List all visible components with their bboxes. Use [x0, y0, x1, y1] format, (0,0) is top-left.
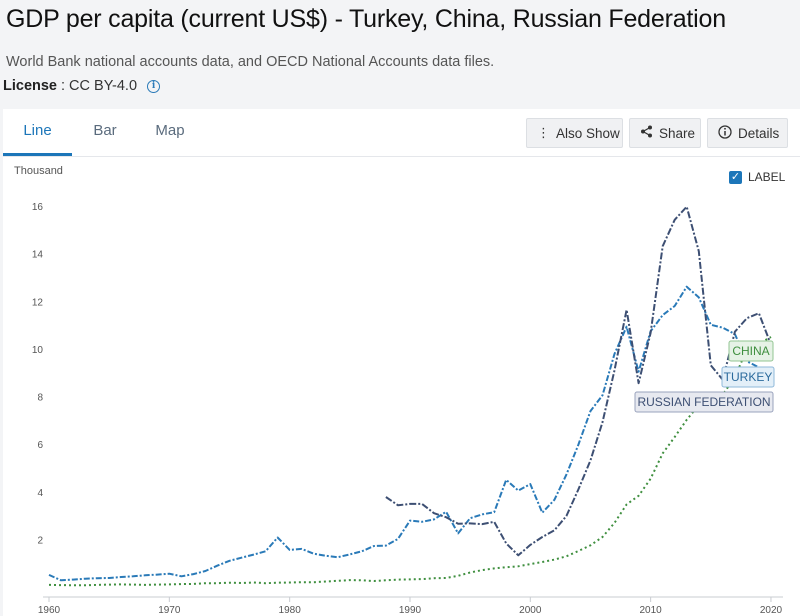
x-tick-label: 2020: [760, 605, 783, 616]
page-subtitle: World Bank national accounts data, and O…: [6, 54, 495, 70]
details-button[interactable]: Details: [707, 118, 788, 148]
y-unit-label: Thousand: [14, 165, 63, 177]
x-tick-label: 2010: [640, 605, 663, 616]
license-line: License : CC BY-4.0 i: [3, 78, 161, 94]
license-value: : CC BY-4.0: [61, 78, 138, 94]
y-tick-label: 10: [32, 345, 44, 356]
series-line-china: [48, 336, 772, 587]
x-tick-label: 1960: [38, 605, 61, 616]
tab-bar: Line Bar Map ⋮ Also Show Share Details: [3, 109, 800, 157]
series-line-russia: [385, 205, 772, 557]
share-label: Share: [659, 125, 696, 141]
y-tick-label: 14: [32, 250, 44, 261]
x-tick-label: 1970: [158, 605, 181, 616]
y-tick-label: 6: [37, 440, 43, 451]
checkbox-checked-icon[interactable]: ✓: [729, 170, 742, 184]
x-tick-label: 1990: [399, 605, 422, 616]
series-tag-box-china: [728, 340, 774, 362]
tab-map[interactable]: Map: [155, 122, 185, 139]
tab-bar-chart[interactable]: Bar: [93, 122, 117, 139]
share-button[interactable]: Share: [629, 118, 701, 148]
x-tick-label: 1980: [279, 605, 302, 616]
y-tick-label: 2: [37, 535, 43, 546]
series-tag-box-russia: [634, 391, 774, 413]
more-vertical-icon: ⋮: [537, 125, 550, 140]
line-chart: 1960 1970 1980 1990 2000 2010 2020 2 4 6 8 10 12 14 16…: [32, 202, 783, 616]
y-tick-label: 8: [37, 393, 43, 404]
details-label: Details: [738, 125, 780, 141]
chart-panel: Line Bar Map ⋮ Also Show Share Details T…: [3, 109, 800, 616]
share-icon: [640, 125, 653, 141]
y-tick-label: 12: [32, 297, 44, 308]
also-show-label: Also Show: [556, 125, 620, 141]
tab-line[interactable]: Line: [3, 109, 72, 156]
y-tick-label: 16: [32, 202, 44, 213]
x-tick-label: 2000: [519, 605, 542, 616]
series-tag-label-turkey: TURKEY: [724, 370, 773, 384]
also-show-button[interactable]: ⋮ Also Show: [526, 118, 623, 148]
info-circle-icon: [718, 124, 732, 142]
series-line-turkey: [48, 285, 772, 582]
license-label: License: [3, 78, 57, 94]
y-tick-label: 4: [37, 488, 43, 499]
series-tag-label-russia: RUSSIAN FEDERATION: [637, 395, 770, 409]
series-tag-label-china: CHINA: [732, 344, 769, 358]
page-title: GDP per capita (current US$) - Turkey, C…: [6, 5, 726, 33]
series-tag-box-turkey: [721, 366, 775, 388]
info-icon[interactable]: i: [147, 79, 161, 93]
label-toggle-text: LABEL: [748, 170, 786, 184]
label-toggle[interactable]: ✓ LABEL: [729, 170, 785, 184]
